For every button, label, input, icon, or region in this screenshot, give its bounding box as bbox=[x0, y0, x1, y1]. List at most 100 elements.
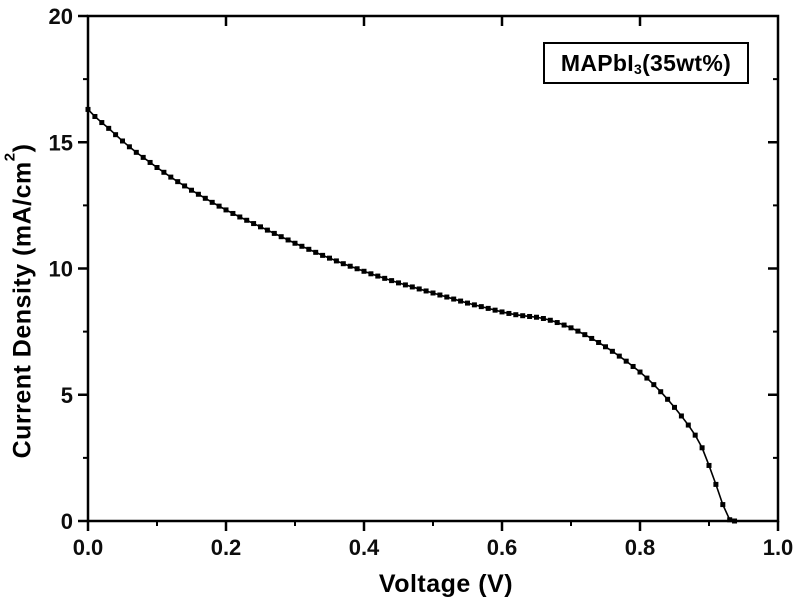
data-point-marker bbox=[189, 187, 194, 193]
data-point-marker bbox=[237, 214, 243, 220]
data-point-marker bbox=[106, 125, 112, 131]
data-point-marker bbox=[685, 422, 691, 428]
data-point-marker bbox=[389, 278, 395, 284]
data-point-marker bbox=[527, 313, 533, 319]
data-point-marker bbox=[361, 268, 367, 274]
data-point-marker bbox=[368, 271, 374, 277]
y-tick-label: 15 bbox=[49, 130, 73, 155]
data-point-marker bbox=[554, 320, 560, 326]
data-point-marker bbox=[603, 344, 608, 350]
data-point-marker bbox=[637, 369, 643, 375]
data-point-marker bbox=[596, 339, 602, 345]
data-point-marker bbox=[113, 132, 119, 138]
data-point-marker bbox=[271, 230, 277, 236]
x-tick-label: 0.2 bbox=[211, 535, 242, 560]
data-point-marker bbox=[140, 154, 146, 160]
data-point-marker bbox=[264, 227, 270, 233]
data-point-marker bbox=[692, 432, 698, 438]
y-tick-label: 5 bbox=[61, 383, 73, 408]
data-point-marker bbox=[223, 207, 229, 213]
data-point-marker bbox=[437, 292, 443, 298]
data-point-marker bbox=[458, 298, 464, 304]
data-point-marker bbox=[465, 300, 470, 306]
y-axis-title-superscript: 2 bbox=[1, 152, 19, 162]
data-point-marker bbox=[347, 263, 353, 269]
data-point-marker bbox=[340, 261, 346, 267]
y-axis-title-close: ) bbox=[8, 143, 37, 153]
data-point-marker bbox=[175, 179, 181, 185]
data-point-marker bbox=[285, 237, 291, 243]
y-tick-label: 10 bbox=[49, 257, 73, 282]
data-point-marker bbox=[520, 313, 526, 319]
data-point-marker bbox=[699, 445, 705, 451]
data-point-marker bbox=[292, 240, 298, 246]
data-point-marker bbox=[216, 203, 222, 209]
data-point-marker bbox=[258, 224, 263, 230]
data-point-marker bbox=[451, 296, 457, 302]
data-point-marker bbox=[133, 149, 139, 155]
data-point-marker bbox=[478, 304, 484, 310]
data-point-marker bbox=[402, 282, 408, 288]
data-point-marker bbox=[706, 462, 712, 468]
legend-material-label: MAPbI bbox=[560, 49, 634, 76]
plot-frame bbox=[86, 14, 780, 523]
data-point-marker bbox=[678, 413, 684, 419]
x-tick-label: 0.8 bbox=[625, 535, 656, 560]
data-point-marker bbox=[720, 502, 726, 508]
data-point-marker bbox=[299, 243, 305, 249]
data-point-marker bbox=[732, 518, 738, 524]
data-point-marker bbox=[244, 217, 250, 223]
data-point-marker bbox=[672, 404, 677, 410]
data-point-marker bbox=[492, 307, 498, 313]
data-point-marker bbox=[396, 280, 401, 286]
data-point-marker bbox=[589, 335, 595, 341]
data-point-marker bbox=[430, 290, 436, 296]
data-point-marker bbox=[575, 328, 581, 334]
data-point-marker bbox=[540, 315, 546, 321]
x-tick-label: 1.0 bbox=[763, 535, 794, 560]
data-point-marker bbox=[209, 199, 215, 205]
legend-suffix-label: (35wt%) bbox=[642, 49, 732, 76]
data-point-marker bbox=[320, 252, 326, 258]
data-point-marker bbox=[126, 144, 132, 150]
data-point-marker bbox=[161, 169, 167, 175]
data-point-marker bbox=[92, 113, 98, 119]
data-point-marker bbox=[665, 396, 671, 402]
data-point-marker bbox=[99, 120, 105, 126]
y-axis-title: Current Density (mA/cm2) bbox=[1, 143, 38, 459]
data-point-marker bbox=[195, 191, 201, 197]
data-point-marker bbox=[582, 332, 588, 338]
data-point-marker bbox=[506, 310, 512, 316]
data-point-marker bbox=[382, 275, 388, 281]
y-axis-title-text: Current Density (mA/cm bbox=[8, 161, 37, 459]
data-point-marker bbox=[499, 309, 505, 315]
jv-curve-line bbox=[87, 108, 735, 522]
data-point-marker bbox=[327, 255, 332, 261]
data-point-marker bbox=[306, 246, 312, 252]
y-tick-label: 20 bbox=[49, 4, 73, 29]
data-point-marker bbox=[147, 159, 153, 165]
data-point-marker bbox=[313, 249, 319, 255]
data-point-marker bbox=[616, 353, 622, 359]
data-point-marker bbox=[202, 195, 208, 201]
data-point-marker bbox=[471, 302, 477, 308]
data-point-marker bbox=[416, 286, 422, 292]
data-point-marker bbox=[547, 317, 553, 323]
data-point-marker bbox=[623, 358, 629, 364]
data-point-marker bbox=[182, 183, 188, 189]
data-point-marker bbox=[651, 382, 657, 388]
data-point-marker bbox=[561, 322, 567, 328]
data-point-marker bbox=[423, 288, 429, 294]
data-point-marker bbox=[513, 312, 519, 318]
data-point-marker bbox=[251, 221, 257, 227]
data-point-marker bbox=[409, 284, 415, 290]
legend-box: MAPbI 3 (35wt%) bbox=[543, 42, 749, 84]
data-point-marker bbox=[713, 481, 719, 487]
x-tick-label: 0.0 bbox=[73, 535, 104, 560]
data-point-marker bbox=[727, 517, 733, 523]
data-point-marker bbox=[644, 375, 650, 381]
x-axis-title: Voltage (V) bbox=[378, 570, 514, 598]
data-point-marker bbox=[333, 258, 339, 264]
data-point-marker bbox=[120, 138, 125, 144]
data-point-marker bbox=[534, 314, 539, 320]
